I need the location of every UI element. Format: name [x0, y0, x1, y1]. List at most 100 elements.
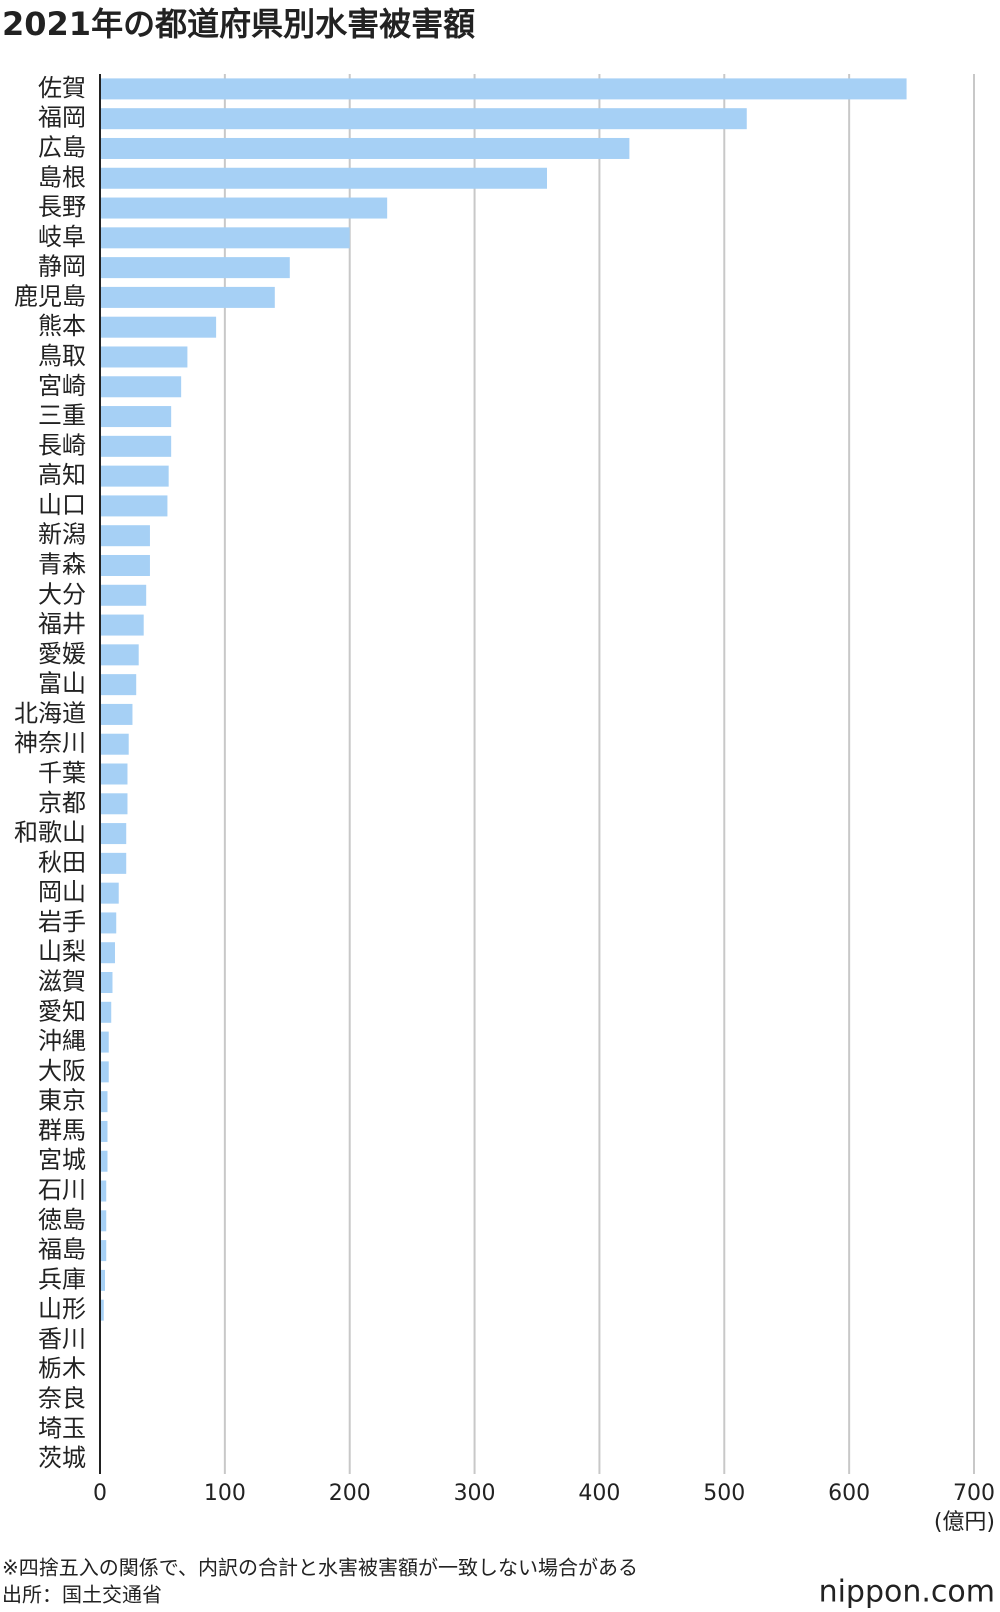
bar	[100, 1269, 105, 1291]
bar	[100, 614, 144, 636]
y-tick-label: 岐阜	[38, 223, 86, 251]
bar	[100, 852, 127, 874]
bar	[100, 554, 150, 576]
bar	[100, 674, 137, 696]
bar	[100, 316, 217, 338]
bar	[100, 763, 128, 785]
bar	[100, 257, 290, 279]
y-tick-label: 青森	[38, 550, 86, 578]
bar	[100, 1120, 108, 1142]
bar	[100, 197, 388, 219]
y-tick-label: 徳島	[38, 1206, 86, 1234]
bar	[100, 882, 119, 904]
bar	[100, 495, 168, 517]
bar	[100, 376, 182, 398]
y-tick-label: 東京	[38, 1087, 86, 1115]
x-tick-label: 0	[93, 1481, 107, 1506]
y-tick-label: 熊本	[38, 312, 86, 340]
bar	[100, 108, 747, 130]
y-tick-label: 栃木	[38, 1355, 86, 1383]
y-tick-label: 奈良	[38, 1385, 86, 1413]
logo: nippon.com	[819, 1575, 995, 1610]
bar	[100, 1240, 107, 1262]
y-tick-label: 兵庫	[38, 1265, 86, 1293]
y-tick-label: 鹿児島	[14, 282, 86, 310]
y-tick-label: 福岡	[38, 104, 86, 132]
bar	[100, 1150, 108, 1172]
y-tick-label: 埼玉	[38, 1414, 86, 1442]
bar	[100, 912, 117, 934]
y-tick-label: 秋田	[38, 848, 86, 876]
y-tick-label: 岡山	[38, 878, 86, 906]
y-tick-label: 長野	[38, 193, 86, 221]
bar	[100, 972, 113, 994]
bar	[100, 733, 129, 755]
y-tick-label: 大分	[38, 580, 86, 608]
bar	[100, 227, 350, 249]
bar	[100, 525, 150, 547]
y-tick-label: 新潟	[38, 521, 86, 549]
y-tick-label: 和歌山	[14, 819, 86, 847]
y-tick-label: 群馬	[38, 1116, 86, 1144]
bar	[100, 584, 147, 606]
bar	[100, 1001, 112, 1023]
chart-title: 2021年の都道府県別水害被害額	[2, 5, 475, 43]
x-tick-label: 300	[454, 1481, 496, 1506]
y-tick-label: 山梨	[38, 938, 86, 966]
bar	[100, 793, 128, 815]
y-tick-label: 愛知	[38, 997, 86, 1025]
x-tick-label: 200	[329, 1481, 371, 1506]
bar	[100, 942, 115, 964]
y-tick-label: 岩手	[38, 908, 86, 936]
bar	[100, 406, 172, 428]
bar	[100, 1299, 104, 1321]
y-tick-label: 山形	[38, 1295, 86, 1323]
y-tick-label: 北海道	[14, 699, 86, 727]
bar	[100, 1031, 109, 1053]
y-tick-label: 茨城	[38, 1444, 86, 1472]
bar	[100, 703, 133, 725]
x-tick-label: 400	[578, 1481, 620, 1506]
y-tick-label: 香川	[38, 1325, 86, 1353]
bar	[100, 137, 630, 159]
y-tick-label: 大阪	[38, 1057, 86, 1085]
bar	[100, 167, 547, 189]
y-tick-label: 鳥取	[38, 342, 86, 370]
bar	[100, 1210, 107, 1232]
y-tick-label: 高知	[38, 461, 86, 489]
y-tick-label: 三重	[38, 402, 86, 430]
y-tick-label: 福井	[38, 610, 86, 638]
bar	[100, 823, 127, 845]
note: ※四捨五入の関係で、内訳の合計と水害被害額が一致しない場合がある	[2, 1556, 638, 1580]
y-tick-label: 広島	[38, 133, 86, 161]
y-tick-label: 京都	[38, 789, 86, 817]
bar	[100, 644, 139, 666]
bar	[100, 1091, 108, 1113]
y-tick-label: 静岡	[38, 253, 86, 281]
x-tick-label: 500	[703, 1481, 745, 1506]
y-tick-label: 愛媛	[38, 640, 86, 668]
y-tick-label: 宮崎	[38, 372, 86, 400]
axis-unit: (億円)	[934, 1510, 995, 1535]
y-tick-label: 佐賀	[38, 74, 86, 102]
y-tick-label: 長崎	[38, 431, 86, 459]
bar	[100, 1061, 109, 1083]
y-tick-label: 山口	[38, 491, 86, 519]
source: 出所：国土交通省	[2, 1583, 162, 1607]
y-tick-label: 沖縄	[38, 1027, 86, 1055]
y-tick-label: 福島	[38, 1236, 86, 1264]
x-tick-label: 700	[953, 1481, 995, 1506]
x-tick-label: 100	[204, 1481, 246, 1506]
y-tick-label: 島根	[38, 163, 86, 191]
bar	[100, 465, 169, 487]
y-tick-label: 千葉	[38, 759, 86, 787]
y-tick-label: 滋賀	[38, 968, 86, 996]
y-tick-label: 富山	[38, 670, 86, 698]
bar	[100, 78, 907, 100]
x-tick-label: 600	[828, 1481, 870, 1506]
y-tick-label: 宮城	[38, 1146, 86, 1174]
y-tick-label: 石川	[38, 1176, 86, 1204]
bar	[100, 1180, 107, 1202]
bar	[100, 346, 188, 368]
